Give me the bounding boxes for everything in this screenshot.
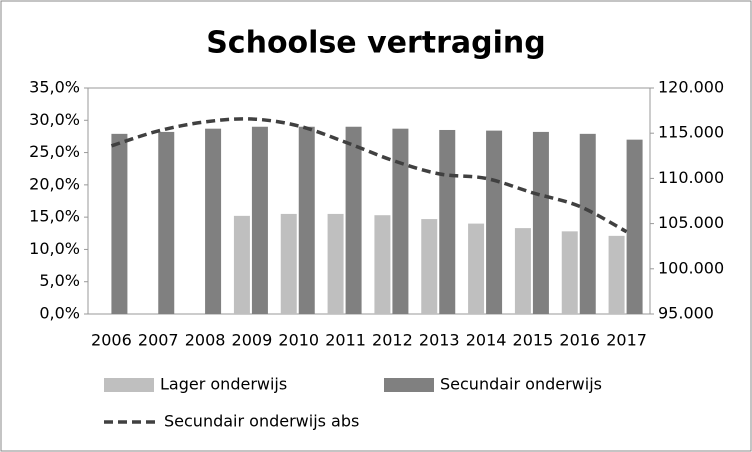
y-tick-label: 5,0% bbox=[39, 271, 80, 290]
x-tick-label: 2007 bbox=[138, 331, 179, 350]
legend-label: Secundair onderwijs bbox=[440, 375, 602, 394]
y2-tick-label: 120.000 bbox=[658, 78, 724, 97]
bar bbox=[486, 130, 503, 314]
bar bbox=[468, 223, 485, 314]
bar bbox=[374, 215, 391, 314]
x-tick-label: 2012 bbox=[372, 331, 413, 350]
bar bbox=[233, 215, 250, 314]
y2-tick-label: 105.000 bbox=[658, 213, 724, 232]
bar bbox=[327, 213, 344, 314]
x-tick-label: 2010 bbox=[278, 331, 319, 350]
plot-area bbox=[87, 87, 651, 315]
legend-swatch bbox=[104, 378, 154, 392]
bar bbox=[345, 126, 362, 314]
bar bbox=[421, 219, 438, 314]
y-tick-label: 20,0% bbox=[29, 174, 80, 193]
line bbox=[110, 117, 628, 234]
y2-tick-label: 100.000 bbox=[658, 258, 724, 277]
x-tick-label: 2008 bbox=[185, 331, 226, 350]
bar bbox=[608, 235, 625, 314]
bar bbox=[626, 139, 643, 314]
bar bbox=[298, 126, 315, 314]
bar bbox=[205, 128, 222, 314]
x-tick-label: 2011 bbox=[325, 331, 366, 350]
y2-tick-label: 115.000 bbox=[658, 123, 724, 142]
x-tick-label: 2015 bbox=[513, 331, 554, 350]
bar bbox=[111, 133, 128, 314]
bar bbox=[532, 131, 549, 314]
legend-label: Lager onderwijs bbox=[160, 375, 287, 394]
x-tick-label: 2014 bbox=[466, 331, 507, 350]
y2-tick-label: 110.000 bbox=[658, 168, 724, 187]
bar bbox=[514, 228, 531, 314]
bar bbox=[158, 131, 175, 314]
legend-swatch bbox=[384, 378, 434, 392]
y-tick-label: 25,0% bbox=[29, 142, 80, 161]
y-tick-label: 0,0% bbox=[39, 304, 80, 323]
x-tick-label: 2006 bbox=[91, 331, 132, 350]
y-tick-label: 35,0% bbox=[29, 78, 80, 97]
bar bbox=[561, 231, 578, 314]
legend-label: Secundair onderwijs abs bbox=[164, 412, 359, 431]
bar bbox=[439, 129, 456, 314]
y-tick-label: 15,0% bbox=[29, 207, 80, 226]
bar bbox=[392, 128, 409, 314]
y-tick-label: 10,0% bbox=[29, 239, 80, 258]
bar bbox=[579, 133, 596, 314]
x-tick-label: 2013 bbox=[419, 331, 460, 350]
chart-title: Schoolse vertraging bbox=[206, 26, 546, 61]
x-tick-label: 2016 bbox=[559, 331, 600, 350]
bar bbox=[251, 126, 268, 314]
y2-tick-label: 95.000 bbox=[658, 304, 714, 323]
bar bbox=[280, 213, 297, 314]
y-tick-label: 30,0% bbox=[29, 110, 80, 129]
x-tick-label: 2017 bbox=[606, 331, 647, 350]
x-tick-label: 2009 bbox=[232, 331, 273, 350]
